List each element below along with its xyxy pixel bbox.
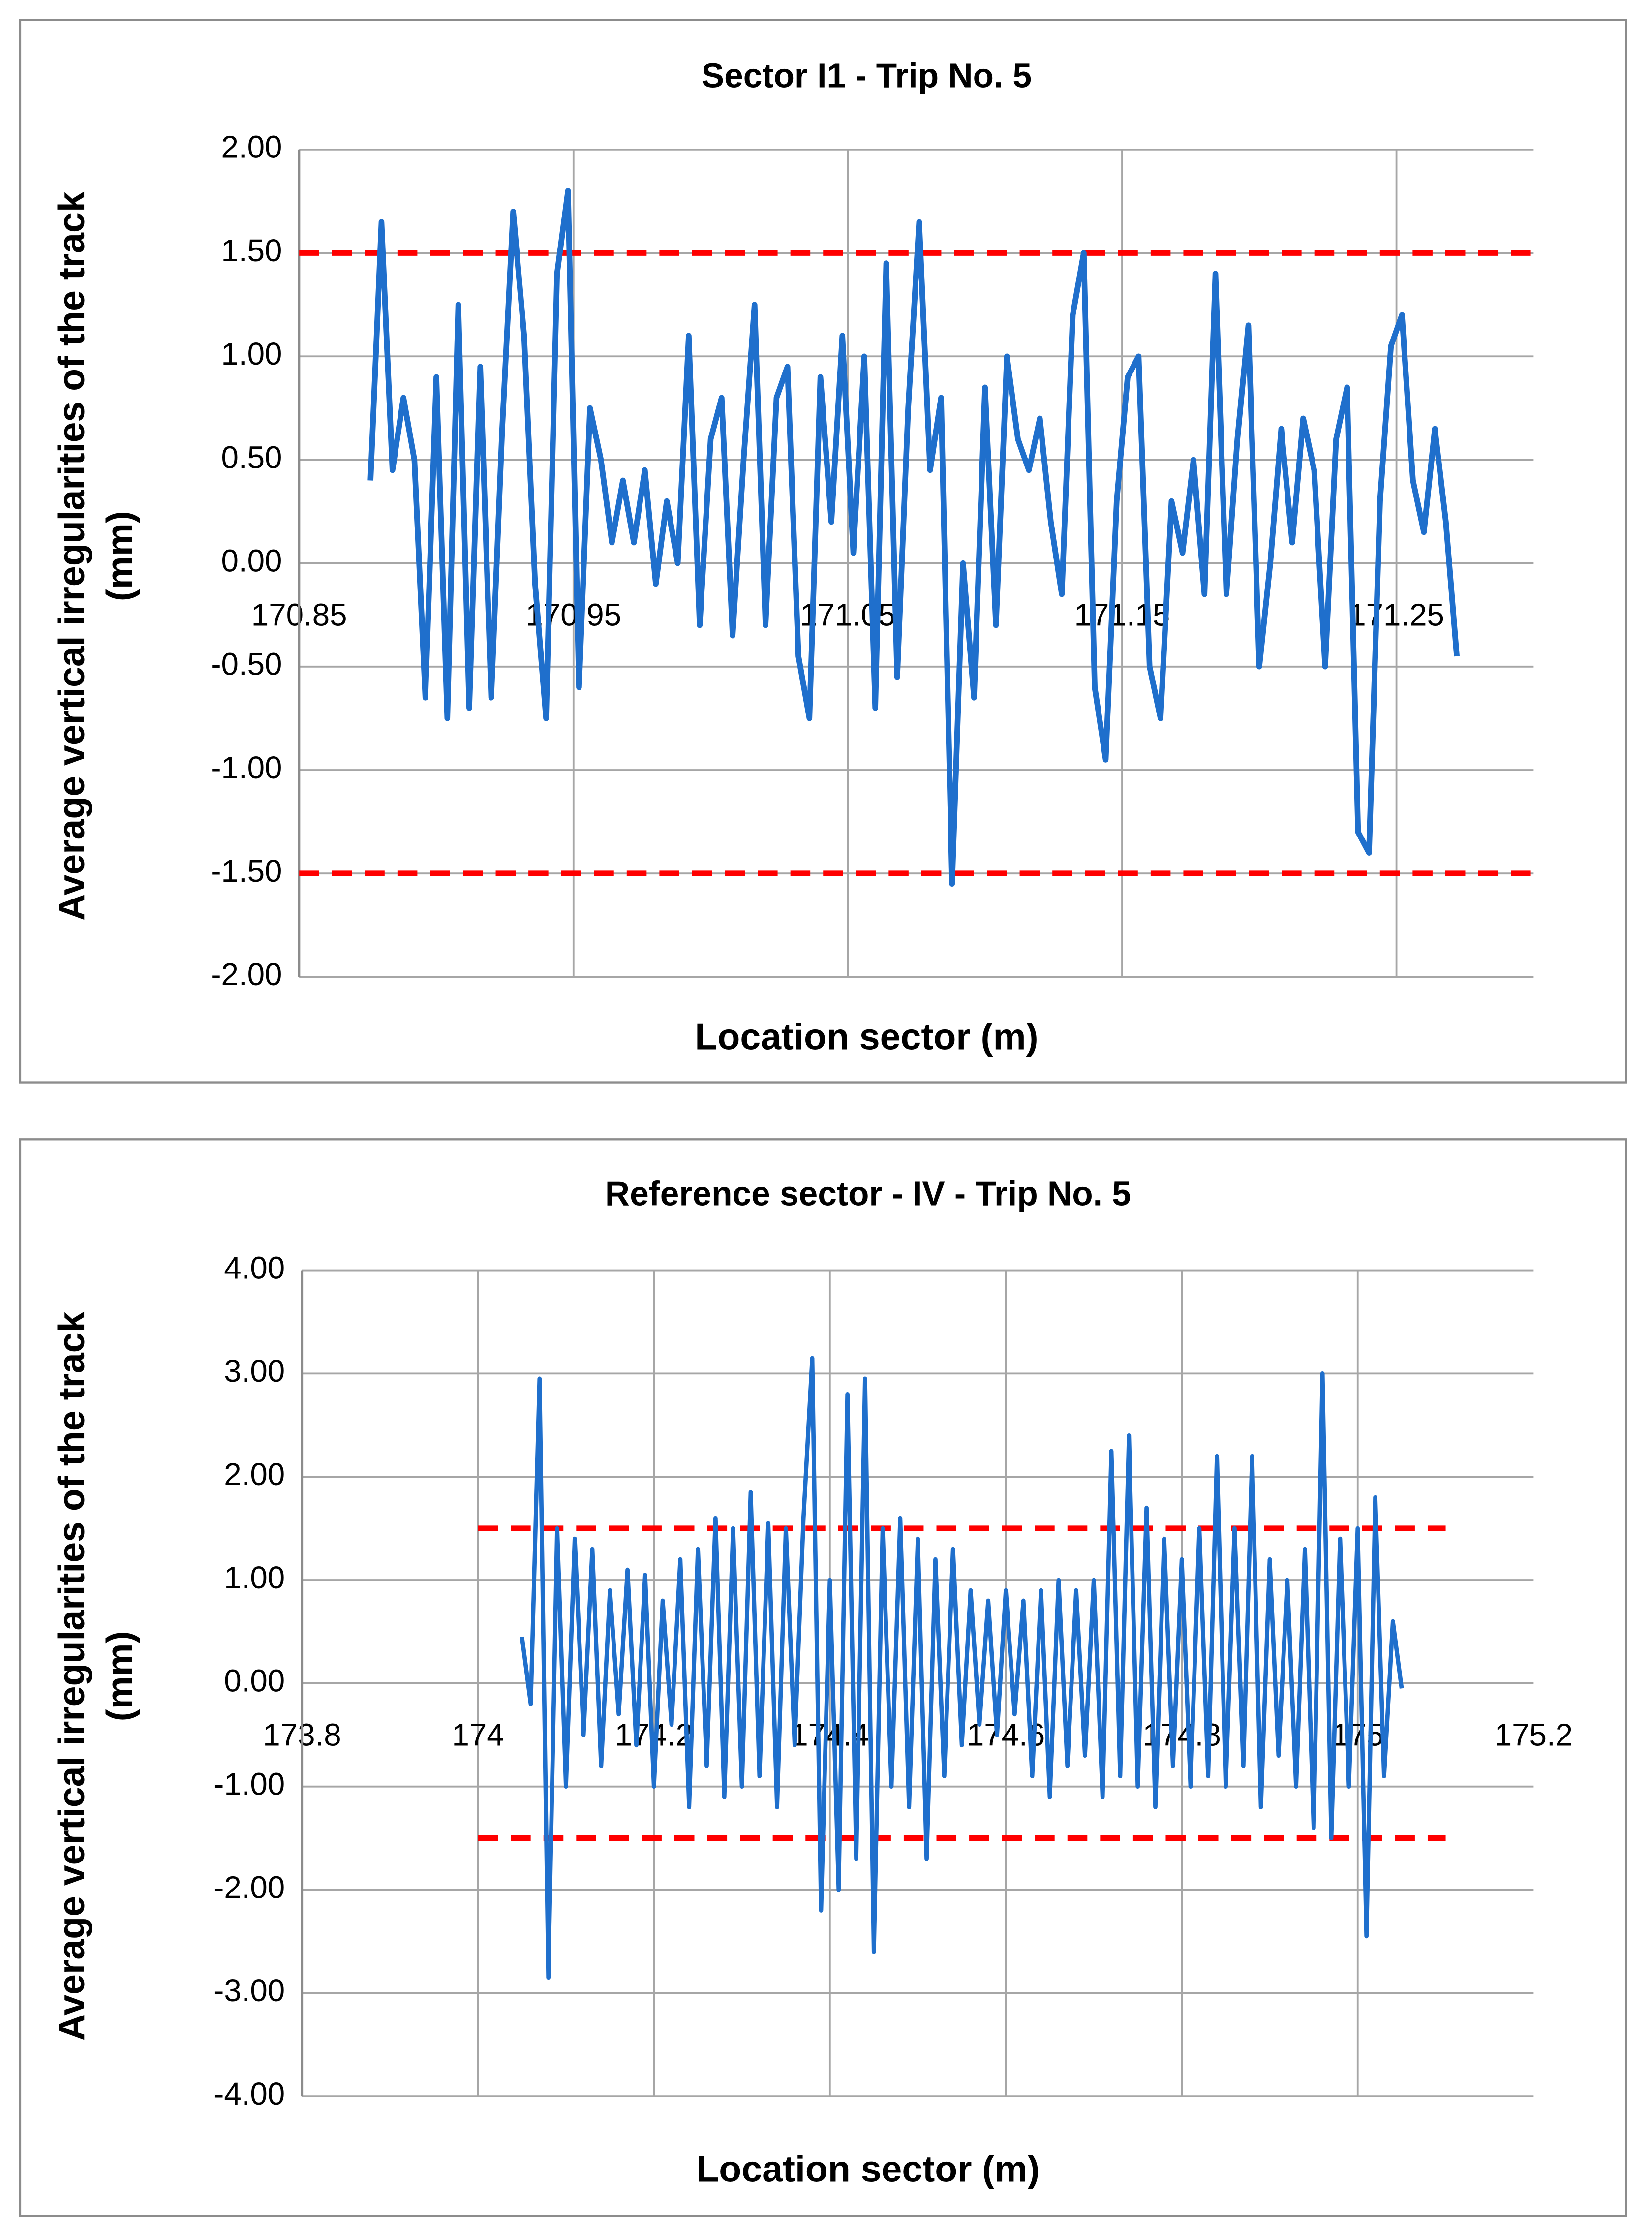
y-axis-label: Average vertical irregularities of the t… xyxy=(51,191,92,921)
y-tick-label: -1.00 xyxy=(214,1767,285,1802)
chart-title: Reference sector - IV - Trip No. 5 xyxy=(605,1174,1131,1212)
y-tick-label: 3.00 xyxy=(224,1354,285,1389)
x-tick-label: 170.95 xyxy=(525,597,621,632)
y-tick-label: 2.00 xyxy=(224,1457,285,1492)
y-tick-label: -1.50 xyxy=(211,854,282,889)
y-axis-label: (mm) xyxy=(99,511,140,601)
data-line xyxy=(520,1356,1404,1980)
y-tick-label: -1.00 xyxy=(211,750,282,785)
y-tick-label: -2.00 xyxy=(214,1870,285,1905)
y-tick-label: 2.00 xyxy=(221,130,282,165)
chart-title: Sector I1 - Trip No. 5 xyxy=(702,57,1032,95)
y-tick-label: -0.50 xyxy=(211,647,282,682)
x-tick-label: 175 xyxy=(1332,1718,1384,1753)
y-axis-label: Average vertical irregularities of the t… xyxy=(51,1311,92,2041)
y-tick-label: 0.50 xyxy=(221,440,282,475)
y-tick-label: -2.00 xyxy=(211,957,282,992)
y-tick-label: 0.00 xyxy=(224,1664,285,1699)
y-tick-label: -3.00 xyxy=(214,1973,285,2008)
data-line xyxy=(367,188,1460,887)
y-tick-label: 0.00 xyxy=(221,543,282,578)
x-tick-label: 175.2 xyxy=(1495,1718,1573,1753)
x-axis-label: Location sector (m) xyxy=(696,2148,1040,2189)
x-tick-label: 174 xyxy=(452,1718,504,1753)
y-tick-label: 4.00 xyxy=(224,1250,285,1285)
x-tick-label: 171.25 xyxy=(1348,597,1444,632)
y-tick-label: 1.00 xyxy=(224,1560,285,1595)
y-tick-label: 1.00 xyxy=(221,337,282,372)
chart-frame xyxy=(19,19,1627,1084)
y-tick-label: -4.00 xyxy=(214,2077,285,2111)
x-tick-label: 171.15 xyxy=(1074,597,1170,632)
y-tick-label: 1.50 xyxy=(221,233,282,268)
y-axis-label: (mm) xyxy=(99,1631,140,1721)
x-axis-label: Location sector (m) xyxy=(695,1016,1038,1057)
